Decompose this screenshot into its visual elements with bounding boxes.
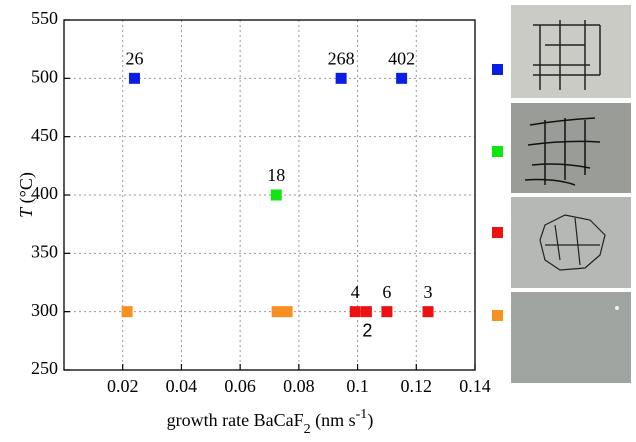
photo: [511, 5, 631, 98]
point-label: 4: [351, 282, 360, 302]
point-label: 2: [362, 320, 372, 340]
point-label: 3: [424, 282, 433, 302]
label-part: (°C): [16, 172, 37, 208]
y-tick-label: 500: [31, 66, 58, 86]
x-tick-label: 0.02: [107, 376, 139, 396]
photo-cracks: [524, 117, 601, 186]
label-part: growth rate BaCaF: [167, 410, 304, 430]
x-tick-label: 0.14: [459, 376, 491, 396]
label-part: 2: [304, 422, 311, 437]
marker: [270, 189, 282, 201]
x-tick-label: 0.08: [283, 376, 315, 396]
marker: [128, 72, 140, 84]
photo-panels: [511, 5, 631, 383]
legend-marker: [492, 227, 503, 238]
x-tick-label: 0.06: [224, 376, 256, 396]
x-axis-label: growth rate BaCaF2 (nm s-1): [167, 407, 374, 437]
photo-spot: [615, 306, 619, 310]
point-label: 26: [125, 48, 143, 68]
marker: [360, 306, 372, 318]
point-label: 268: [328, 48, 355, 68]
marker: [121, 306, 133, 318]
photo: [511, 103, 631, 193]
y-tick-label: 450: [31, 125, 58, 145]
label-part: ): [367, 410, 373, 431]
x-tick-label: 0.12: [401, 376, 433, 396]
point-label: 18: [267, 165, 285, 185]
x-tick-label: 0.1: [346, 376, 369, 396]
marker: [271, 306, 283, 318]
photo-cracks: [539, 214, 606, 271]
legend-marker: [492, 310, 503, 321]
point-label: 6: [382, 282, 391, 302]
photo: [511, 292, 631, 383]
photo: [511, 197, 631, 288]
label-part: (nm s: [311, 410, 356, 431]
marker: [335, 72, 347, 84]
marker: [281, 306, 293, 318]
y-tick-label: 250: [31, 358, 58, 378]
legend-marker: [492, 146, 503, 157]
label-part: -1: [356, 407, 368, 422]
marker: [349, 306, 361, 318]
marker: [396, 72, 408, 84]
marker: [422, 306, 434, 318]
marker: [381, 306, 393, 318]
y-tick-label: 550: [31, 8, 58, 28]
x-tick-label: 0.04: [166, 376, 198, 396]
y-tick-label: 300: [31, 300, 58, 320]
y-tick-label: 350: [31, 241, 58, 261]
label-part: T: [16, 206, 36, 218]
point-label: 402: [388, 48, 415, 68]
y-tick-label: 400: [31, 183, 58, 203]
legend-marker: [492, 64, 503, 75]
photo-cracks: [533, 20, 601, 90]
y-axis-label: T (°C): [16, 172, 37, 218]
